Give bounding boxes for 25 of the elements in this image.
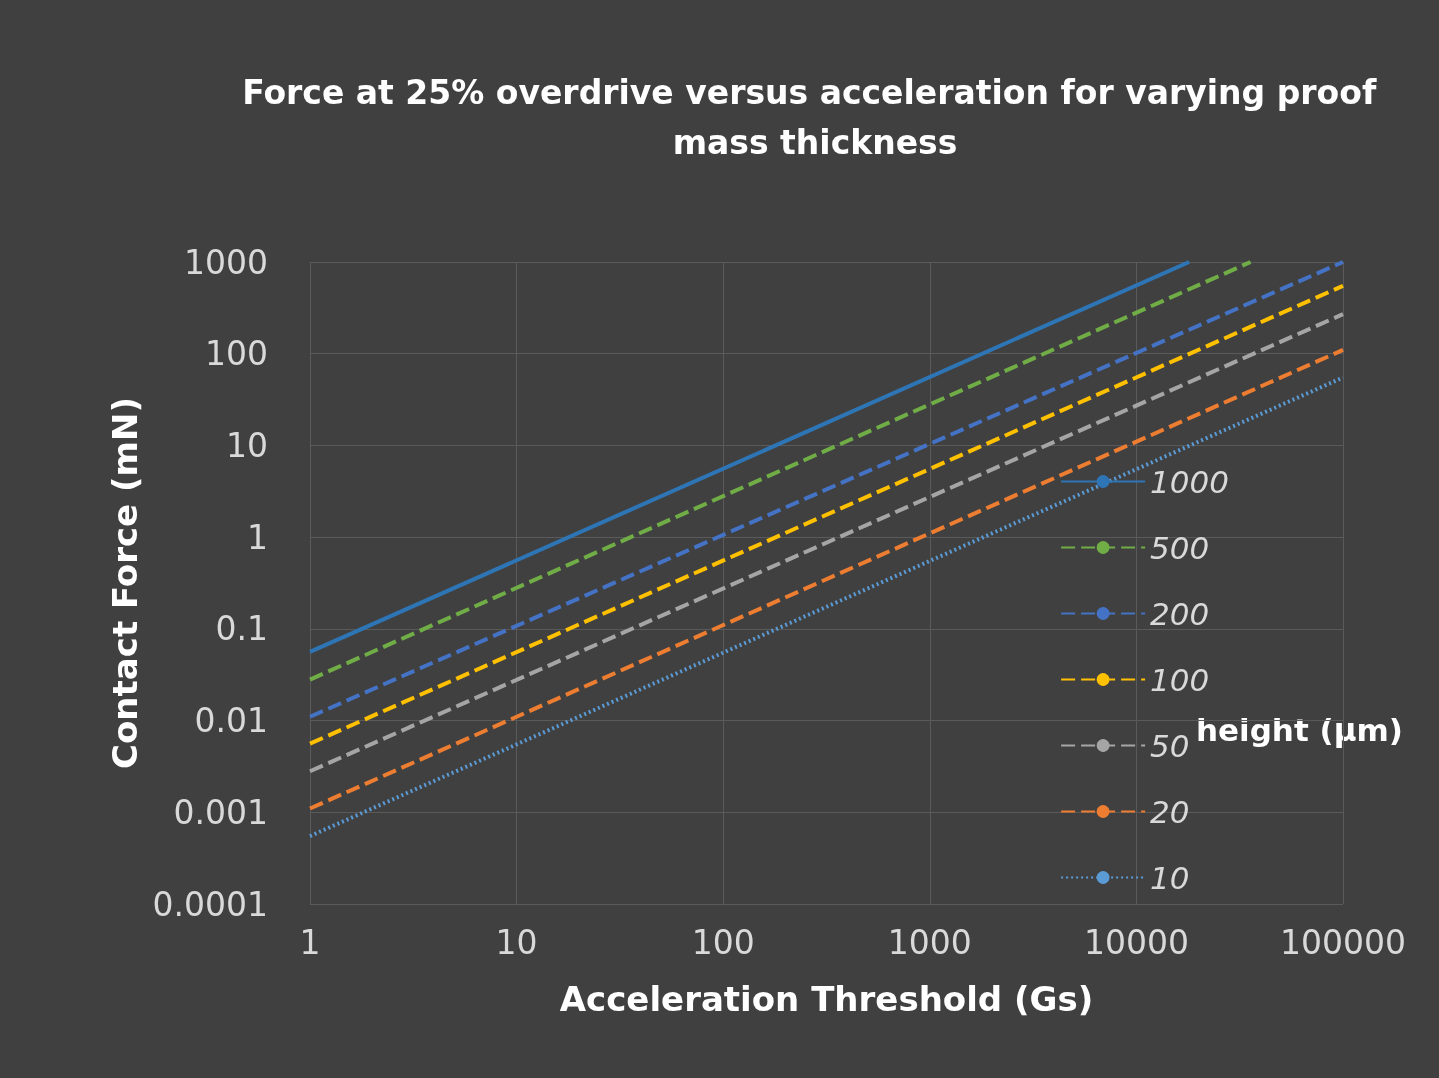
x-axis-title: Acceleration Threshold (Gs): [559, 979, 1094, 1019]
x-tick-label: 10: [495, 923, 538, 962]
x-tick-label: 1: [299, 923, 321, 962]
x-tick-label: 1000: [887, 923, 972, 962]
y-tick-label: 1000: [184, 242, 268, 282]
legend-label: 200: [1150, 595, 1210, 632]
x-tick-label: 100000: [1280, 923, 1406, 962]
y-tick-label: 0.1: [215, 609, 268, 649]
legend-label: 10: [1150, 859, 1190, 896]
y-tick-label: 100: [205, 334, 268, 374]
chart-title: Force at 25% overdrive versus acceleration for varying proof mass thickness: [242, 72, 1388, 162]
legend-title: height (μm): [1195, 711, 1404, 748]
x-tick-label: 10000: [1083, 923, 1189, 962]
legend-label: 50: [1150, 727, 1190, 764]
legend-label: 500: [1150, 529, 1210, 566]
y-tick-label: 0.0001: [152, 884, 268, 924]
y-tick-label: 0.001: [173, 792, 268, 832]
legend-label: 20: [1150, 793, 1190, 830]
legend-label: 100: [1150, 661, 1210, 698]
y-axis-title: Contact Force (mN): [104, 397, 145, 769]
x-tick-label: 100: [691, 923, 755, 962]
legend-label: 1000: [1150, 463, 1230, 500]
y-tick-label: 1: [247, 517, 268, 557]
y-tick-label: 0.01: [194, 701, 268, 741]
y-tick-label: 10: [226, 425, 268, 465]
